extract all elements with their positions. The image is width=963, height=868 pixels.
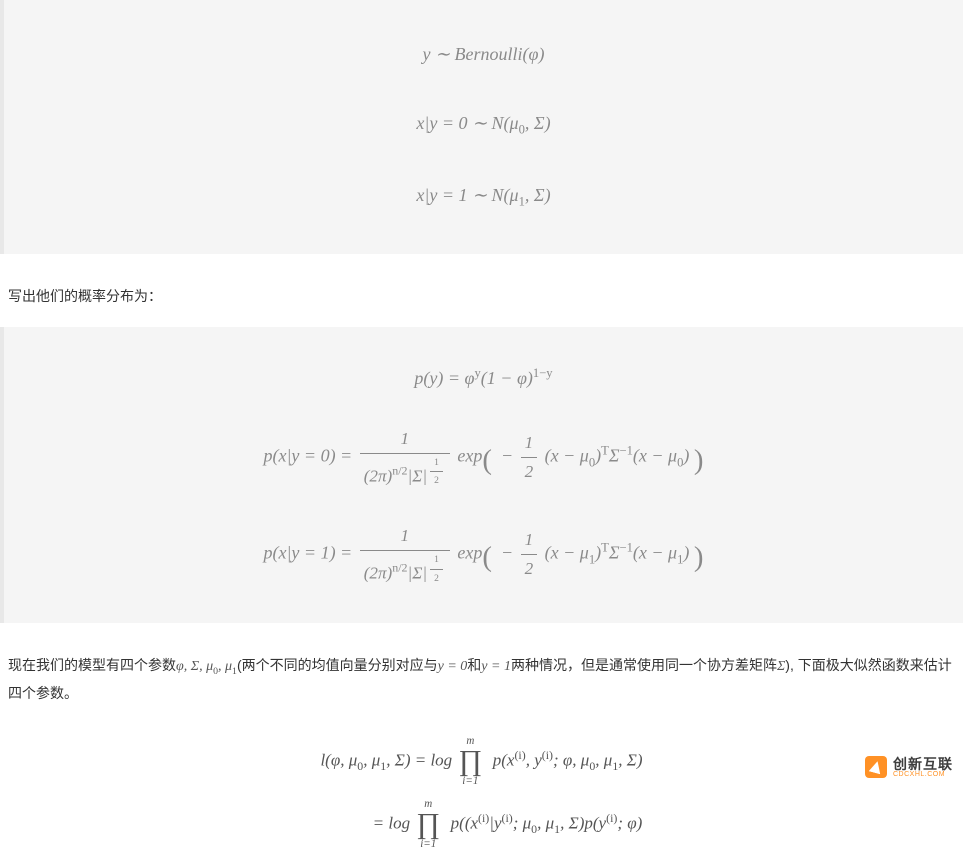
product-symbol: m ∏ i=1 — [458, 736, 482, 787]
eq-text: , Σ) — [525, 113, 551, 133]
watermark-main: 创新互联 — [893, 757, 953, 771]
watermark-text: 创新互联 CDCXHL.COM — [893, 757, 953, 778]
fraction: 1 (2π)n/2|Σ|12 — [360, 524, 450, 585]
equation-3: x|y = 1 ∼ N(μ1, Σ) — [14, 161, 953, 233]
product-symbol: m ∏ i=1 — [416, 799, 440, 850]
pi-product-icon: ∏ — [458, 747, 482, 776]
equation-block-1: y ∼ Bernoulli(φ) x|y = 0 ∼ N(μ0, Σ) x|y … — [0, 0, 963, 254]
likelihood-row-1: l(φ, μ0, μ1, Σ) = log m ∏ i=1 p(x(i), y(… — [320, 730, 642, 793]
denominator: (2π)n/2|Σ|12 — [360, 551, 450, 585]
numerator: 1 — [360, 524, 450, 551]
denominator: (2π)n/2|Σ|12 — [360, 454, 450, 488]
equation-block-3: l(φ, μ0, μ1, Σ) = log m ∏ i=1 p(x(i), y(… — [0, 724, 963, 868]
eq-text: , Σ) — [525, 185, 551, 205]
equation-1: y ∼ Bernoulli(φ) — [14, 20, 953, 89]
paragraph-1: 写出他们的概率分布为： — [0, 272, 963, 327]
fraction-half: 12 — [521, 431, 538, 484]
fraction: 1 (2π)n/2|Σ|12 — [360, 427, 450, 488]
watermark-logo-icon — [865, 756, 887, 778]
equation-block-2: p(y) = φy(1 − φ)1−y p(x|y = 0) = 1 (2π)n… — [0, 327, 963, 624]
paragraph-2: 现在我们的模型有四个参数φ, Σ, μ0, μ1(两个不同的均值向量分别对应与y… — [0, 641, 963, 724]
eq-text: p(y) = φ — [414, 368, 474, 388]
equation-2: x|y = 0 ∼ N(μ0, Σ) — [14, 89, 953, 161]
likelihood-row-2: = log m ∏ i=1 p((x(i)|y(i); μ0, μ1, Σ)p(… — [321, 793, 643, 856]
eq-text: x|y = 0 ∼ N(μ — [416, 113, 518, 133]
eq-text: exp — [457, 543, 482, 563]
watermark-sub: CDCXHL.COM — [893, 771, 953, 778]
superscript: 1−y — [533, 366, 553, 380]
eq-text: y ∼ Bernoulli(φ) — [422, 44, 544, 64]
eq-text: p(x|y = 1) = — [264, 543, 357, 563]
equation-px-y1: p(x|y = 1) = 1 (2π)n/2|Σ|12 exp( − 12 (x… — [14, 506, 953, 603]
fraction-half: 12 — [521, 528, 538, 581]
eq-text: (1 − φ) — [481, 368, 533, 388]
eq-text: x|y = 1 ∼ N(μ — [416, 185, 518, 205]
eq-text: exp — [457, 446, 482, 466]
equation-px-y0: p(x|y = 0) = 1 (2π)n/2|Σ|12 exp( − 12 (x… — [14, 409, 953, 506]
paren-close: ) — [694, 541, 704, 573]
numerator: 1 — [360, 427, 450, 454]
pi-product-icon: ∏ — [416, 810, 440, 839]
watermark: 创新互联 CDCXHL.COM — [865, 756, 953, 778]
equation-py: p(y) = φy(1 − φ)1−y — [14, 347, 953, 409]
paren-open: ( — [482, 541, 492, 573]
para-text: 写出他们的概率分布为： — [8, 288, 162, 304]
paren-close: ) — [694, 444, 704, 476]
eq-text: p(x|y = 0) = — [264, 446, 357, 466]
paren-open: ( — [482, 444, 492, 476]
